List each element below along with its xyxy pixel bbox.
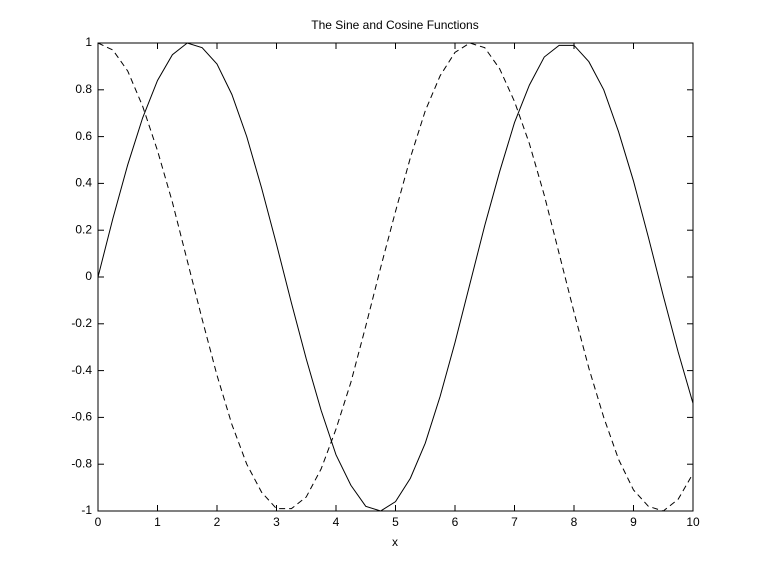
x-tick-label: 6 [452,515,459,529]
y-tick-label: 1 [85,35,92,49]
x-tick-label: 5 [392,515,399,529]
y-tick-label: -0.6 [71,410,92,424]
x-tick-label: 3 [273,515,280,529]
x-tick-label: 4 [333,515,340,529]
chart-title: The Sine and Cosine Functions [311,18,478,32]
y-tick-label: -0.8 [71,456,92,470]
x-tick-label: 2 [214,515,221,529]
x-axis-label: x [392,535,398,549]
y-tick-label: 0.8 [75,82,92,96]
x-tick-label: 9 [630,515,637,529]
y-tick-label: 0.4 [75,176,92,190]
axes-box [97,42,694,512]
x-tick-label: 1 [154,515,161,529]
series-line [97,42,694,512]
y-tick-label: -0.2 [71,316,92,330]
y-tick-label: 0.6 [75,129,92,143]
x-tick-label: 7 [511,515,518,529]
x-tick-label: 10 [686,515,700,529]
y-tick-label: 0.2 [75,222,92,236]
y-tick-label: 0 [85,269,92,283]
series-line [97,42,694,512]
y-tick-label: -0.4 [71,363,92,377]
x-tick-label: 0 [95,515,102,529]
x-tick-label: 8 [571,515,578,529]
y-tick-label: -1 [81,503,92,517]
